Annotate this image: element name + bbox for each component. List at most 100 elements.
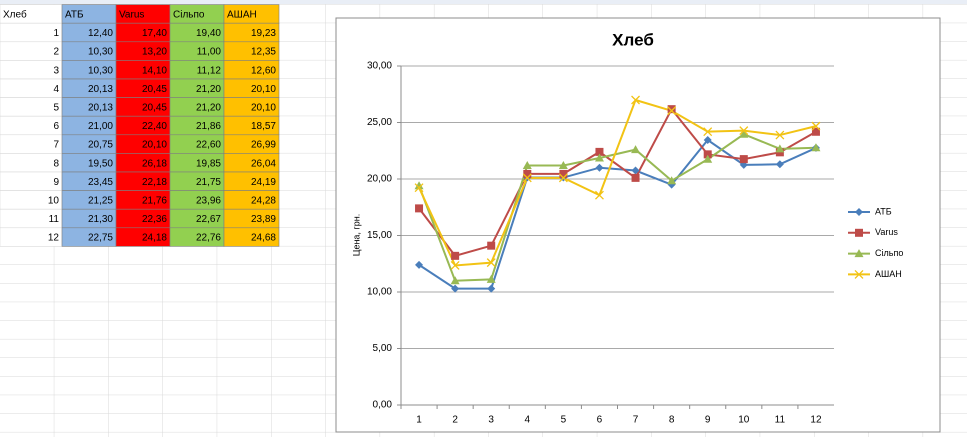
marker	[703, 136, 712, 145]
marker	[595, 163, 604, 172]
cell-value: 5	[53, 103, 59, 114]
marker	[631, 145, 641, 154]
column-header-strip	[0, 0, 967, 4]
cell-value: 21,25	[88, 196, 113, 207]
cell-value: 1	[53, 28, 59, 39]
marker	[775, 130, 785, 140]
marker	[595, 147, 604, 156]
cell-value: 20,13	[88, 84, 113, 95]
x-tick-label: 7	[633, 415, 639, 426]
cell-value: 12	[48, 233, 60, 244]
cell-value: 22,18	[142, 177, 167, 188]
series-line	[418, 107, 817, 257]
cell-value: 22,76	[196, 233, 221, 244]
x-tick-label: 3	[488, 415, 494, 426]
marker	[739, 155, 748, 164]
marker	[523, 169, 532, 178]
column-header: Сільпо	[173, 10, 205, 21]
marker	[775, 144, 785, 153]
cell-value: 20,13	[88, 103, 113, 114]
column-header: Хлеб	[3, 9, 27, 21]
y-tick-label: 25,00	[367, 117, 392, 128]
cell-value: 9	[53, 177, 59, 188]
marker	[855, 228, 863, 237]
marker	[558, 173, 568, 183]
cell-value: 19,23	[251, 28, 276, 39]
x-tick-label: 1	[416, 415, 422, 426]
cell-value: 20,45	[142, 103, 167, 114]
cell-value: 21,20	[196, 103, 221, 114]
marker	[631, 173, 640, 182]
cell-value: 20,10	[142, 140, 167, 151]
cell-value: 17,40	[142, 28, 167, 39]
cell-value: 22,60	[196, 140, 221, 151]
cell-value: 22,75	[88, 233, 113, 244]
cell-value: 18,57	[251, 121, 276, 132]
cell-value: 11,00	[197, 47, 222, 58]
chart-area[interactable]	[335, 17, 941, 433]
marker	[739, 126, 749, 136]
y-tick-label: 15,00	[367, 230, 392, 241]
cell-value: 20,10	[251, 84, 276, 95]
marker	[487, 284, 496, 293]
cell-value: 22,36	[142, 214, 167, 225]
cell-value: 7	[53, 140, 59, 151]
x-tick-label: 2	[452, 415, 458, 426]
cell-value: 22,67	[196, 214, 221, 225]
marker	[451, 251, 460, 260]
marker	[631, 166, 640, 175]
cell-value: 4	[53, 84, 59, 95]
cell-value: 12,60	[251, 65, 276, 76]
marker	[811, 121, 821, 131]
cell-value: 23,89	[251, 214, 276, 225]
marker	[854, 249, 864, 258]
cell-value: 21,30	[88, 214, 113, 225]
marker	[415, 260, 424, 269]
marker	[811, 143, 821, 152]
cell-value: 19,40	[196, 28, 221, 39]
marker	[667, 106, 677, 116]
legend-label: АШАН	[875, 269, 902, 279]
marker	[415, 204, 424, 213]
cell-value: 10,30	[88, 47, 113, 58]
marker	[522, 160, 532, 169]
marker	[667, 105, 676, 114]
cell-value: 24,18	[142, 233, 167, 244]
cell-value: 6	[53, 121, 59, 132]
cell-value: 24,68	[251, 233, 276, 244]
y-tick-label: 10,00	[367, 287, 392, 298]
marker	[487, 241, 496, 250]
column-header: АШАН	[227, 10, 257, 21]
marker	[811, 127, 820, 136]
legend-label: Сільпо	[875, 248, 903, 258]
marker	[558, 160, 568, 169]
x-tick-label: 10	[738, 415, 750, 426]
marker	[522, 173, 532, 183]
y-tick-label: 30,00	[367, 61, 392, 72]
series-line	[418, 133, 816, 282]
cell-value: 26,04	[251, 158, 276, 169]
cell-value: 8	[53, 158, 59, 169]
cell	[223, 227, 280, 247]
legend-label: АТБ	[875, 206, 892, 216]
y-axis-label: Цена, грн.	[351, 214, 361, 256]
cell-value: 11	[49, 214, 60, 225]
cell-value: 12,40	[88, 28, 113, 39]
marker	[594, 153, 604, 162]
x-tick-label: 8	[669, 415, 675, 426]
marker	[450, 260, 460, 270]
cell-value: 2	[53, 47, 59, 58]
cell-value: 20,10	[251, 103, 276, 114]
marker	[703, 150, 712, 159]
cell-value: 22,40	[142, 121, 167, 132]
cell-value: 21,86	[196, 121, 221, 132]
marker	[559, 169, 568, 178]
x-tick-label: 12	[810, 415, 822, 426]
cell-value: 21,75	[196, 177, 221, 188]
marker	[450, 276, 460, 285]
marker	[775, 148, 784, 157]
column-header: Varus	[119, 10, 144, 21]
cell-value: 13,20	[142, 47, 167, 58]
marker	[631, 95, 641, 105]
